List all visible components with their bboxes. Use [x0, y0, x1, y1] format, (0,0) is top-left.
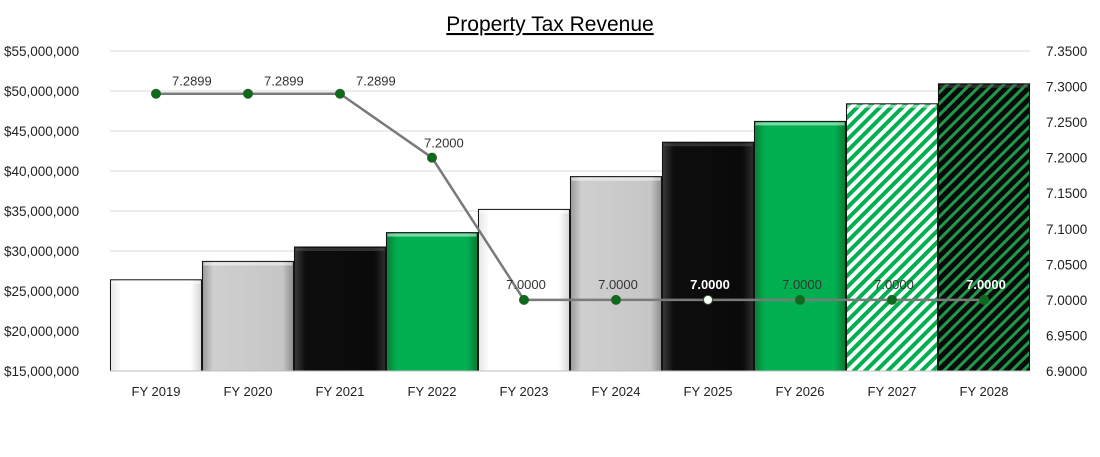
rate-markers: [151, 88, 989, 305]
bar-bevel: [479, 210, 569, 214]
bar: [201, 260, 295, 372]
bar-bevel: [847, 104, 937, 108]
x-tick-label: FY 2021: [316, 384, 365, 399]
left-tick-label: $35,000,000: [4, 204, 79, 219]
bar: [385, 232, 479, 372]
right-tick-label: 6.9500: [1046, 328, 1087, 343]
rate-line-series: [156, 92, 984, 302]
right-axis-ticks: 6.9000 6.9500 7.0000 7.0500 7.1000 7.1500 7.20…: [1046, 44, 1087, 379]
rate-marker: [151, 88, 161, 99]
left-tick-label: $50,000,000: [4, 84, 79, 99]
left-tick-label: $30,000,000: [4, 244, 79, 259]
bar-bevel: [387, 233, 477, 237]
rate-data-label: 7.2899: [356, 74, 396, 89]
bar-bevel: [663, 143, 753, 147]
x-tick-label: FY 2025: [684, 384, 733, 399]
x-tick-label: FY 2023: [500, 384, 549, 399]
bar-bevel: [111, 280, 201, 284]
right-tick-label: 7.0500: [1046, 257, 1087, 272]
rate-data-label: 7.0000: [966, 277, 1006, 292]
x-tick-label: FY 2020: [224, 384, 273, 399]
bar-bevel: [939, 84, 1029, 88]
rate-marker: [427, 152, 437, 163]
rate-data-label: 7.0000: [598, 277, 638, 292]
rate-data-label: 7.2000: [424, 136, 464, 151]
bar: [477, 208, 571, 372]
rate-data-labels: 7.2899 7.2899 7.2899 7.2000 7.0000 7.0000 7.00…: [172, 74, 1006, 292]
bar-bevel: [295, 248, 385, 251]
rate-data-label: 7.0000: [782, 277, 822, 292]
right-tick-label: 7.2500: [1046, 115, 1087, 130]
rate-marker: [335, 88, 345, 99]
rate-marker: [979, 294, 989, 305]
bar: [109, 279, 203, 372]
bar-bevel: [755, 122, 845, 126]
left-tick-label: $45,000,000: [4, 124, 79, 139]
rate-marker: [611, 294, 621, 305]
bar: [937, 83, 1031, 372]
right-tick-label: 7.3500: [1046, 44, 1087, 59]
right-tick-label: 7.1500: [1046, 186, 1087, 201]
rate-data-label: 7.0000: [874, 277, 914, 292]
rate-marker: [703, 294, 713, 305]
bar-series: [109, 83, 1031, 372]
rate-data-label: 7.2899: [172, 74, 212, 89]
bar-bevel: [203, 262, 293, 266]
rate-line: [156, 92, 984, 302]
right-tick-label: 6.9000: [1046, 364, 1087, 379]
bar: [293, 246, 387, 372]
x-tick-label: FY 2028: [960, 384, 1009, 399]
rate-marker: [519, 294, 529, 305]
right-tick-label: 7.3000: [1046, 80, 1087, 95]
right-tick-label: 7.1000: [1046, 222, 1087, 237]
left-tick-label: $55,000,000: [4, 44, 79, 59]
x-tick-label: FY 2026: [776, 384, 825, 399]
left-tick-label: $15,000,000: [4, 364, 79, 379]
left-tick-label: $25,000,000: [4, 284, 79, 299]
right-tick-label: 7.0000: [1046, 293, 1087, 308]
rate-marker: [243, 88, 253, 99]
x-tick-label: FY 2022: [408, 384, 457, 399]
x-axis-ticks: FY 2019 FY 2020 FY 2021 FY 2022 FY 2023 FY 20…: [132, 384, 1009, 399]
rate-data-label: 7.0000: [690, 277, 730, 292]
bar-bevel: [571, 177, 661, 181]
bar: [661, 141, 755, 372]
x-tick-label: FY 2024: [592, 384, 641, 399]
x-tick-label: FY 2019: [132, 384, 181, 399]
rate-marker: [795, 294, 805, 305]
left-tick-label: $40,000,000: [4, 164, 79, 179]
chart-title: Property Tax Revenue: [446, 13, 653, 36]
rate-marker: [887, 294, 897, 305]
right-tick-label: 7.2000: [1046, 151, 1087, 166]
rate-data-label: 7.0000: [506, 277, 546, 292]
bar: [753, 120, 847, 372]
rate-data-label: 7.2899: [264, 74, 304, 89]
left-tick-label: $20,000,000: [4, 324, 79, 339]
left-axis-ticks: $15,000,000 $20,000,000 $25,000,000 $30,000…: [4, 44, 79, 379]
bar: [845, 103, 939, 372]
x-tick-label: FY 2027: [868, 384, 917, 399]
bar: [569, 176, 663, 372]
